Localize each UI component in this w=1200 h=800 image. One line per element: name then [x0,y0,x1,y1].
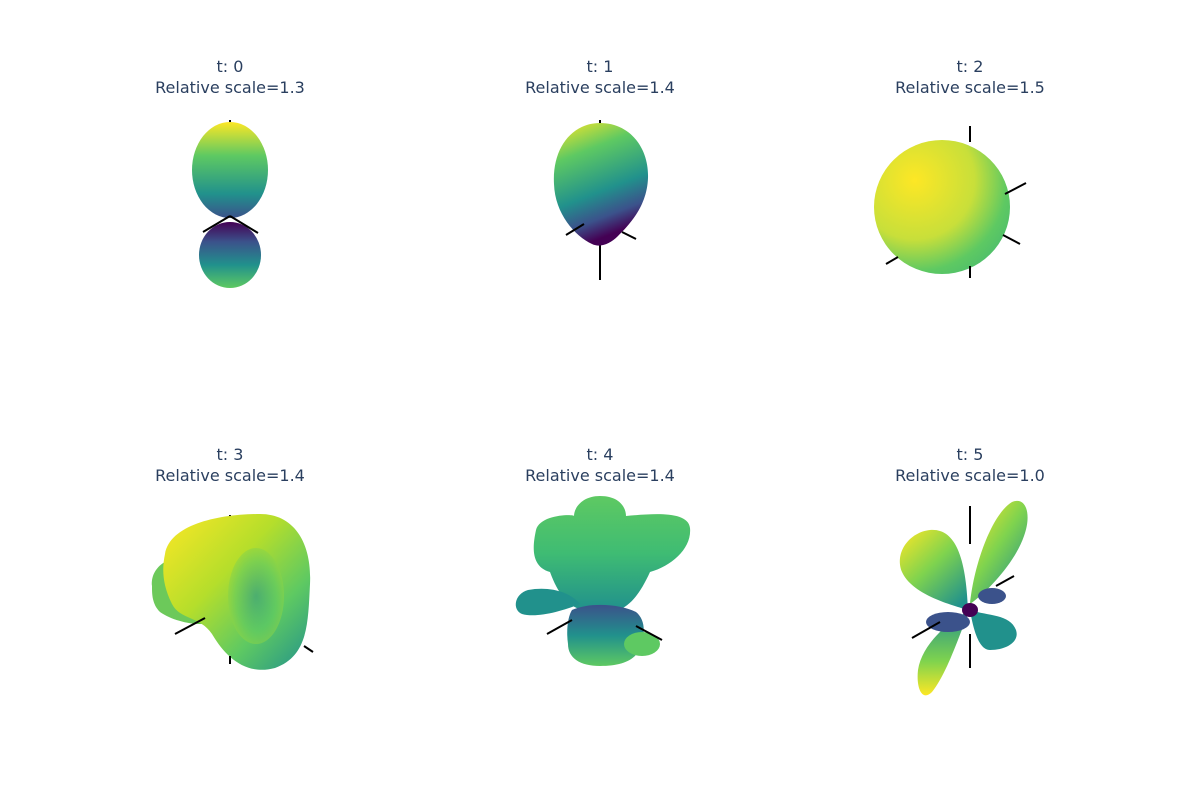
surface-center [962,603,978,617]
surface-lobe-upper-left [899,529,968,610]
x-axis-line [174,617,206,635]
subplot-title: t: 3 Relative scale=1.4 [80,444,380,486]
subplot-t-label: t: 2 [956,57,984,76]
surface-lobe-right [970,610,1017,650]
subplot-scale-label: Relative scale=1.4 [525,466,675,485]
subplot-t2: t: 2 Relative scale=1.5 [820,56,1120,396]
subplot-scale-label: Relative scale=1.3 [155,78,305,97]
subplot-t-label: t: 4 [586,445,614,464]
surface-plot-t1[interactable] [450,56,750,396]
surface-plot-t4[interactable] [450,444,750,784]
x-axis-line-neg [885,256,899,265]
surface-teardrop [553,123,649,246]
subplot-t-label: t: 3 [216,445,244,464]
subplot-t1: t: 1 Relative scale=1.4 [450,56,750,396]
x-axis-line [1002,234,1021,245]
x-axis-line [546,619,573,635]
surface-small-lobe-right [978,588,1006,604]
x-axis-line [911,621,941,639]
surface-lobe-upper [192,122,268,218]
y-axis-line [635,625,663,641]
subplot-t5: t: 5 Relative scale=1.0 [820,444,1120,784]
subplot-t-label: t: 0 [216,57,244,76]
subplot-t0: t: 0 Relative scale=1.3 [80,56,380,396]
surface-twist-shade [228,548,284,644]
y-axis-line [303,645,314,653]
subplot-title: t: 5 Relative scale=1.0 [820,444,1120,486]
surface-upper-lobes [533,496,691,610]
subplot-title: t: 1 Relative scale=1.4 [450,56,750,98]
subplot-scale-label: Relative scale=1.0 [895,466,1045,485]
subplot-t-label: t: 5 [956,445,984,464]
surface-left-lobe [515,588,580,616]
surface-lower-lobe [567,604,644,666]
subplot-title: t: 4 Relative scale=1.4 [450,444,750,486]
y-axis-line [621,231,637,240]
subplot-title: t: 2 Relative scale=1.5 [820,56,1120,98]
y-axis-line [995,575,1015,587]
subplot-scale-label: Relative scale=1.4 [525,78,675,97]
surface-sphere [874,140,1010,274]
x-axis-line [202,215,231,233]
subplot-t-label: t: 1 [586,57,614,76]
subplot-title: t: 0 Relative scale=1.3 [80,56,380,98]
x-axis-line [565,223,585,236]
subplot-t3: t: 3 Relative scale=1.4 [80,444,380,784]
y-axis-line [229,215,259,234]
subplot-scale-label: Relative scale=1.4 [155,466,305,485]
subplot-scale-label: Relative scale=1.5 [895,78,1045,97]
surface-lobe-lower-left [917,610,970,696]
surface-small-lobe-left [926,612,970,632]
surface-lobe-lower [199,222,261,288]
surface-plot-t5[interactable] [820,444,1120,784]
surface-right-lobe [624,632,660,656]
surface-lobe-upper-right [970,500,1028,604]
surface-plot-t2[interactable] [820,56,1120,396]
subplot-t4: t: 4 Relative scale=1.4 [450,444,750,784]
surface-plot-t0[interactable] [80,56,380,396]
surface-plot-t3[interactable] [80,444,380,784]
y-axis-line [1004,182,1027,195]
